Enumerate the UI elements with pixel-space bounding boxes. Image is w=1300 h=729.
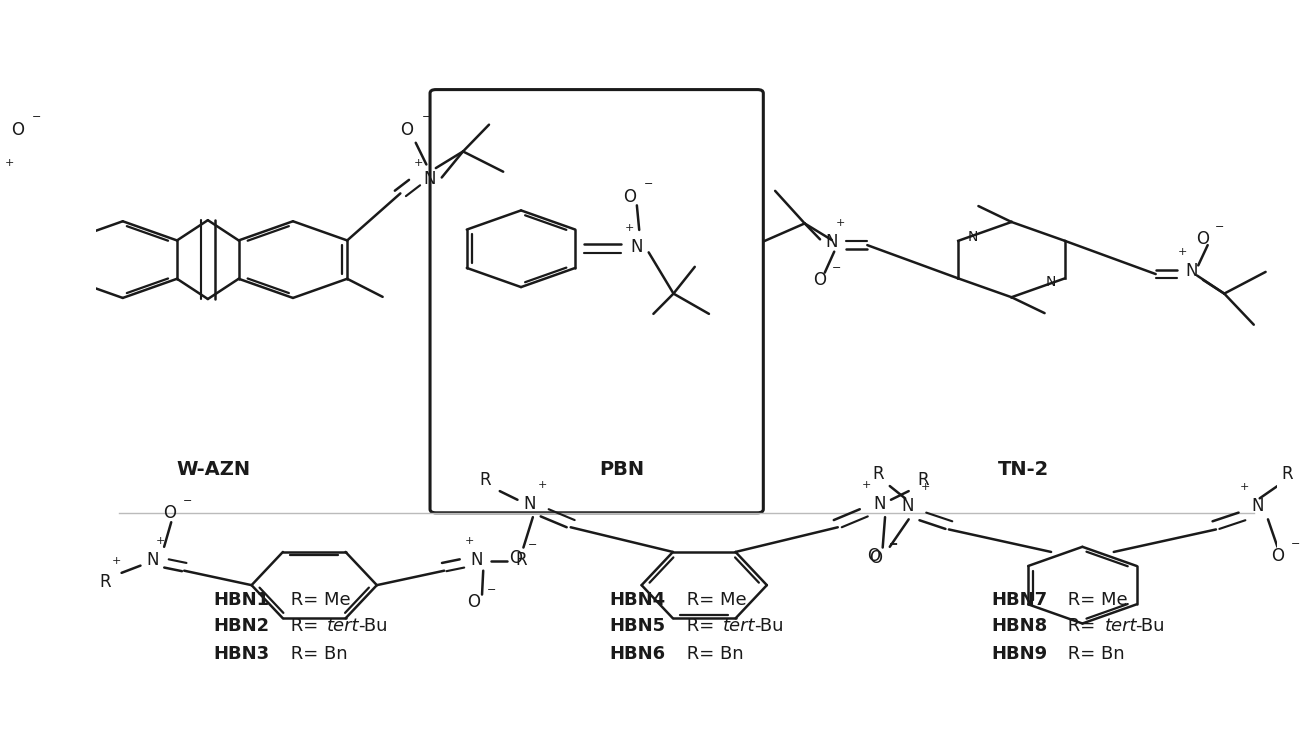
Text: R=: R=	[285, 617, 324, 636]
Text: N: N	[826, 233, 838, 252]
Text: PBN: PBN	[599, 460, 644, 479]
Text: O: O	[867, 547, 880, 565]
Text: HBN7: HBN7	[992, 590, 1048, 609]
Text: HBN5: HBN5	[610, 617, 666, 636]
Text: N: N	[901, 496, 914, 515]
FancyBboxPatch shape	[430, 90, 763, 512]
Text: O: O	[1196, 230, 1209, 249]
Text: −: −	[832, 263, 841, 273]
Text: R= Me: R= Me	[1062, 590, 1128, 609]
Text: +: +	[625, 224, 634, 233]
Text: +: +	[1240, 483, 1249, 493]
Text: O: O	[12, 121, 25, 139]
Text: O: O	[164, 504, 177, 522]
Text: R=: R=	[1062, 617, 1101, 636]
Text: HBN6: HBN6	[610, 645, 666, 663]
Text: R: R	[872, 465, 884, 483]
Text: N: N	[630, 238, 644, 257]
Text: −: −	[421, 112, 432, 122]
Text: −: −	[32, 112, 42, 122]
Text: O: O	[814, 271, 827, 289]
Text: N: N	[1045, 275, 1056, 289]
Text: HBN2: HBN2	[213, 617, 270, 636]
Text: −: −	[183, 496, 192, 505]
Text: N: N	[967, 230, 978, 244]
Text: +: +	[413, 158, 423, 168]
Text: +: +	[1178, 247, 1188, 257]
Text: +: +	[5, 158, 14, 168]
Text: R= Me: R= Me	[681, 590, 746, 609]
Text: N: N	[469, 551, 482, 569]
Text: TN-2: TN-2	[997, 460, 1049, 479]
Text: HBN1: HBN1	[213, 590, 270, 609]
Text: HBN8: HBN8	[992, 617, 1048, 636]
Text: O: O	[467, 593, 480, 611]
Text: R: R	[515, 551, 527, 569]
Text: tert: tert	[1105, 617, 1138, 636]
Text: R: R	[916, 471, 928, 489]
Text: R= Bn: R= Bn	[1062, 645, 1124, 663]
Text: −: −	[1214, 222, 1225, 232]
Text: N: N	[1184, 262, 1197, 280]
Text: -Bu: -Bu	[1136, 617, 1165, 636]
Text: R: R	[1280, 465, 1292, 483]
Text: +: +	[920, 483, 930, 493]
Text: tert: tert	[328, 617, 360, 636]
Text: -Bu: -Bu	[358, 617, 387, 636]
Text: O: O	[1271, 547, 1284, 565]
Text: R= Bn: R= Bn	[285, 645, 347, 663]
Text: +: +	[836, 219, 845, 228]
Text: −: −	[528, 540, 537, 550]
Text: +: +	[538, 480, 547, 491]
Text: −: −	[1291, 539, 1300, 549]
Text: O: O	[870, 549, 883, 566]
Text: −: −	[644, 179, 654, 189]
Text: N: N	[1251, 496, 1264, 515]
Text: −: −	[889, 539, 898, 549]
Text: -Bu: -Bu	[754, 617, 784, 636]
Text: R= Me: R= Me	[285, 590, 350, 609]
Text: +: +	[862, 480, 871, 491]
Text: O: O	[623, 187, 636, 206]
Text: O: O	[508, 549, 521, 566]
Text: N: N	[872, 495, 885, 513]
Text: R: R	[480, 471, 491, 489]
Text: tert: tert	[723, 617, 755, 636]
Text: +: +	[156, 536, 165, 546]
Text: N: N	[146, 551, 159, 569]
Text: −: −	[486, 585, 497, 595]
Text: R: R	[99, 572, 110, 590]
Text: −: −	[889, 540, 898, 550]
Text: HBN4: HBN4	[610, 590, 666, 609]
Text: O: O	[400, 121, 413, 139]
Text: R= Bn: R= Bn	[681, 645, 744, 663]
Text: HBN9: HBN9	[992, 645, 1048, 663]
Text: W-AZN: W-AZN	[177, 460, 251, 479]
Text: +: +	[464, 536, 473, 546]
Text: HBN3: HBN3	[213, 645, 270, 663]
Text: +: +	[112, 556, 121, 566]
Text: N: N	[523, 495, 536, 513]
Text: R=: R=	[681, 617, 720, 636]
Text: N: N	[424, 170, 437, 188]
